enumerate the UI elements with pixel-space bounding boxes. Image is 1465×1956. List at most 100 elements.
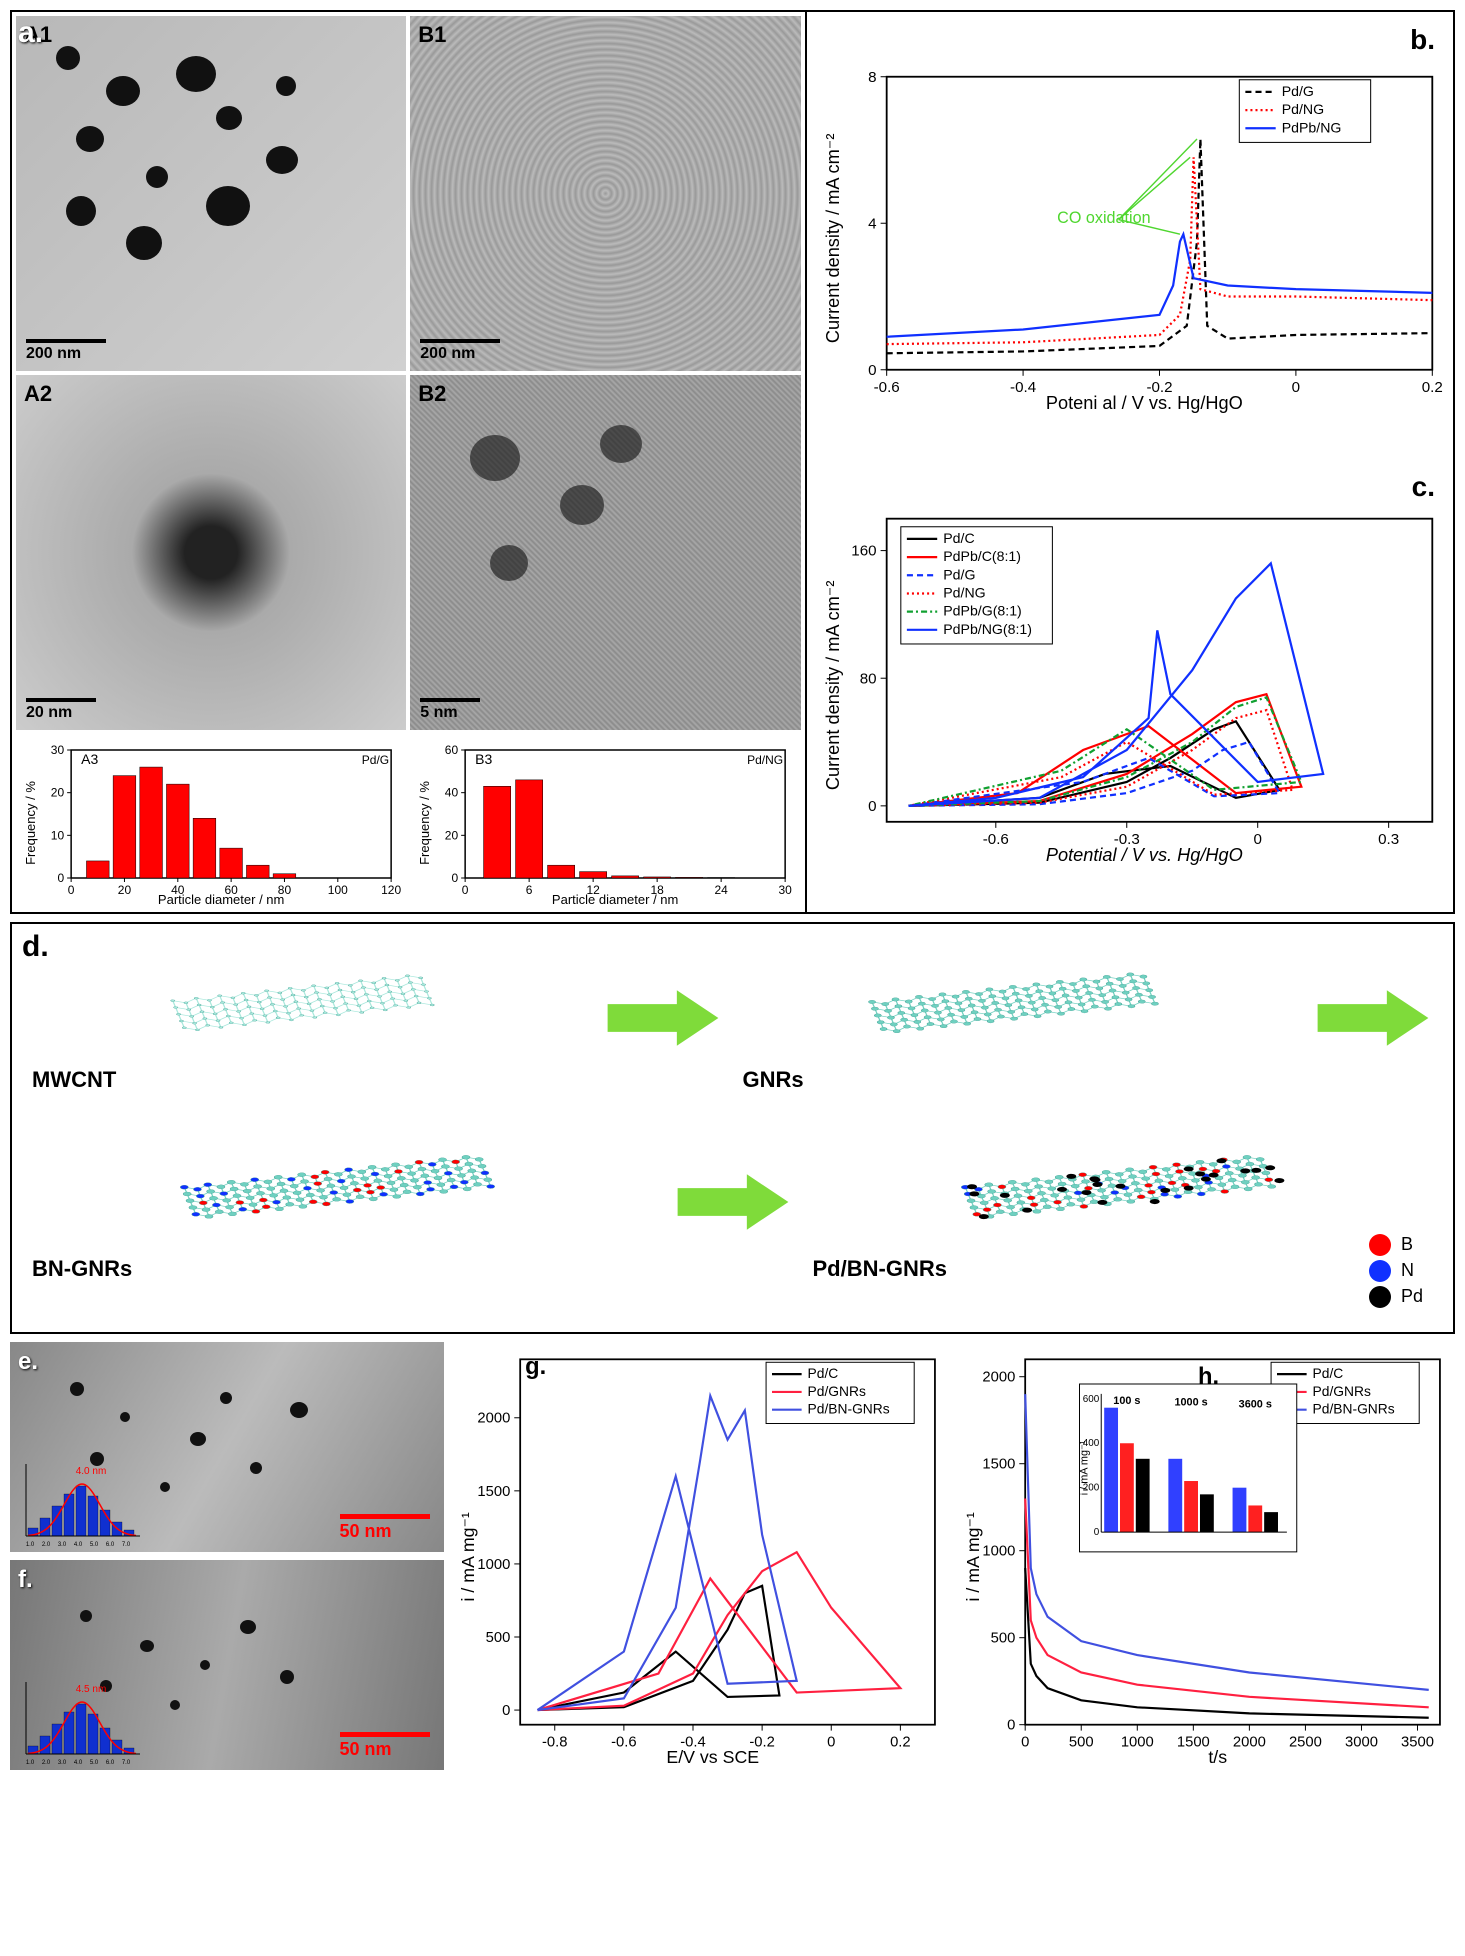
svg-text:6.0: 6.0 [106, 1760, 115, 1764]
svg-text:20: 20 [118, 883, 132, 897]
svg-text:Pd/C: Pd/C [1313, 1365, 1344, 1381]
svg-text:Poteni al / V vs. Hg/HgO: Poteni al / V vs. Hg/HgO [1045, 393, 1242, 413]
arrow-icon [1313, 983, 1433, 1053]
svg-text:5.0: 5.0 [90, 1542, 99, 1546]
svg-text:Pd/NG: Pd/NG [1281, 101, 1323, 117]
svg-text:-0.6: -0.6 [873, 379, 899, 396]
svg-text:Particle diameter / nm: Particle diameter / nm [552, 892, 678, 907]
svg-text:2.0: 2.0 [42, 1542, 51, 1546]
svg-text:-0.6: -0.6 [982, 831, 1008, 848]
svg-text:Pd/NG: Pd/NG [747, 753, 783, 767]
panel-bc: b. -0.6-0.4-0.200.2048Poteni al / V vs. … [815, 12, 1453, 912]
svg-text:PdPb/NG(8:1): PdPb/NG(8:1) [943, 621, 1032, 637]
svg-text:100 s: 100 s [1114, 1394, 1141, 1406]
svg-text:E/V vs SCE: E/V vs SCE [666, 1747, 759, 1767]
svg-text:3600 s: 3600 s [1239, 1398, 1272, 1410]
tem-cell-a1: A1 200 nm [16, 16, 406, 371]
svg-text:500: 500 [1069, 1734, 1094, 1750]
svg-text:0: 0 [68, 883, 75, 897]
svg-text:Frequency / %: Frequency / % [417, 780, 432, 864]
arrow-icon [673, 1167, 793, 1237]
svg-text:4.5 nm: 4.5 nm [76, 1684, 107, 1695]
svg-text:3500: 3500 [1401, 1734, 1434, 1750]
svg-text:3.0: 3.0 [58, 1760, 67, 1764]
svg-text:Pd/G: Pd/G [362, 753, 389, 767]
svg-text:120: 120 [381, 883, 401, 897]
svg-text:-0.8: -0.8 [542, 1734, 568, 1750]
svg-text:0: 0 [462, 883, 469, 897]
svg-text:PdPb/NG: PdPb/NG [1281, 119, 1341, 135]
svg-text:Potential / V vs. Hg/HgO: Potential / V vs. Hg/HgO [1045, 845, 1242, 865]
svg-text:24: 24 [715, 883, 729, 897]
svg-text:0: 0 [1094, 1527, 1100, 1538]
svg-text:30: 30 [51, 743, 65, 757]
svg-text:Frequency / %: Frequency / % [23, 780, 38, 864]
svg-text:i / mA mg⁻¹: i / mA mg⁻¹ [1079, 1440, 1091, 1495]
arrow-icon [603, 983, 723, 1053]
svg-text:4.0 nm: 4.0 nm [76, 1466, 107, 1477]
struct-pdbngnrs: Pd/BN-GNRs [813, 1123, 1434, 1282]
svg-text:5.0: 5.0 [90, 1760, 99, 1764]
svg-text:1000: 1000 [477, 1556, 510, 1572]
svg-text:Pd/C: Pd/C [807, 1365, 838, 1381]
svg-text:i / mA mg⁻¹: i / mA mg⁻¹ [457, 1512, 477, 1601]
svg-text:Pd/BN-GNRs: Pd/BN-GNRs [1313, 1400, 1395, 1416]
scalebar-a2: 20 nm [26, 698, 96, 722]
histogram-row: 0204060801001200102030A3Pd/GParticle dia… [12, 734, 805, 912]
svg-text:t/s: t/s [1209, 1747, 1228, 1767]
svg-text:1000: 1000 [1121, 1734, 1154, 1750]
svg-text:Pd/BN-GNRs: Pd/BN-GNRs [807, 1400, 889, 1416]
svg-text:Pd/GNRs: Pd/GNRs [1313, 1382, 1371, 1398]
svg-text:0: 0 [1291, 379, 1299, 396]
svg-text:6: 6 [526, 883, 533, 897]
svg-text:PdPb/C(8:1): PdPb/C(8:1) [943, 548, 1021, 564]
svg-text:4.0: 4.0 [74, 1760, 83, 1764]
svg-text:1000 s: 1000 s [1175, 1396, 1208, 1408]
legend-dot-b [1369, 1234, 1391, 1256]
inset-hist-f: 4.5 nm1.02.03.04.05.06.07.0Particle size… [16, 1674, 146, 1764]
svg-text:1.0: 1.0 [26, 1542, 35, 1546]
svg-text:-0.4: -0.4 [1010, 379, 1036, 396]
svg-text:0: 0 [57, 871, 64, 885]
svg-text:3.0: 3.0 [58, 1542, 67, 1546]
struct-mwcnt: MWCNT [32, 944, 583, 1093]
svg-text:B3: B3 [475, 751, 492, 767]
panel-a-label: a. [18, 16, 43, 50]
svg-text:0.3: 0.3 [1378, 831, 1399, 848]
svg-text:1000: 1000 [983, 1543, 1016, 1559]
panel-f: f. 4.5 nm1.02.03.04.05.06.07.0Particle s… [10, 1560, 444, 1770]
svg-text:0.2: 0.2 [890, 1734, 911, 1750]
scalebar-a1: 200 nm [26, 339, 106, 363]
svg-text:1.0: 1.0 [26, 1760, 35, 1764]
svg-text:20: 20 [445, 828, 459, 842]
svg-text:500: 500 [485, 1630, 510, 1646]
tem-cell-b1: B1 200 nm [410, 16, 800, 371]
svg-text:60: 60 [445, 743, 459, 757]
svg-text:4.0: 4.0 [74, 1542, 83, 1546]
svg-text:Pd/G: Pd/G [943, 566, 975, 582]
svg-text:-0.6: -0.6 [611, 1734, 637, 1750]
svg-text:40: 40 [445, 785, 459, 799]
svg-text:Pd/G: Pd/G [1281, 83, 1313, 99]
svg-text:2000: 2000 [1233, 1734, 1266, 1750]
svg-text:8: 8 [868, 69, 876, 86]
svg-text:7.0: 7.0 [122, 1760, 131, 1764]
svg-text:0: 0 [868, 798, 876, 815]
svg-text:2000: 2000 [983, 1369, 1016, 1385]
legend-dot-n [1369, 1260, 1391, 1282]
svg-text:4: 4 [868, 215, 876, 232]
svg-text:30: 30 [779, 883, 793, 897]
svg-text:2500: 2500 [1289, 1734, 1322, 1750]
svg-text:100: 100 [328, 883, 348, 897]
svg-text:1500: 1500 [477, 1483, 510, 1499]
svg-text:Pd/C: Pd/C [943, 530, 974, 546]
scalebar-b1: 200 nm [420, 339, 500, 363]
panel-h: 0500100015002000250030003500050010001500… [961, 1342, 1455, 1772]
svg-text:6.0: 6.0 [106, 1542, 115, 1546]
svg-text:80: 80 [859, 670, 876, 687]
svg-text:1500: 1500 [983, 1456, 1016, 1472]
legend-dot-pd [1369, 1286, 1391, 1308]
svg-text:Current density / mA cm⁻²: Current density / mA cm⁻² [823, 134, 843, 344]
struct-bngnrs: BN-GNRs [32, 1123, 653, 1282]
top-row: a. A1 [10, 10, 1455, 914]
